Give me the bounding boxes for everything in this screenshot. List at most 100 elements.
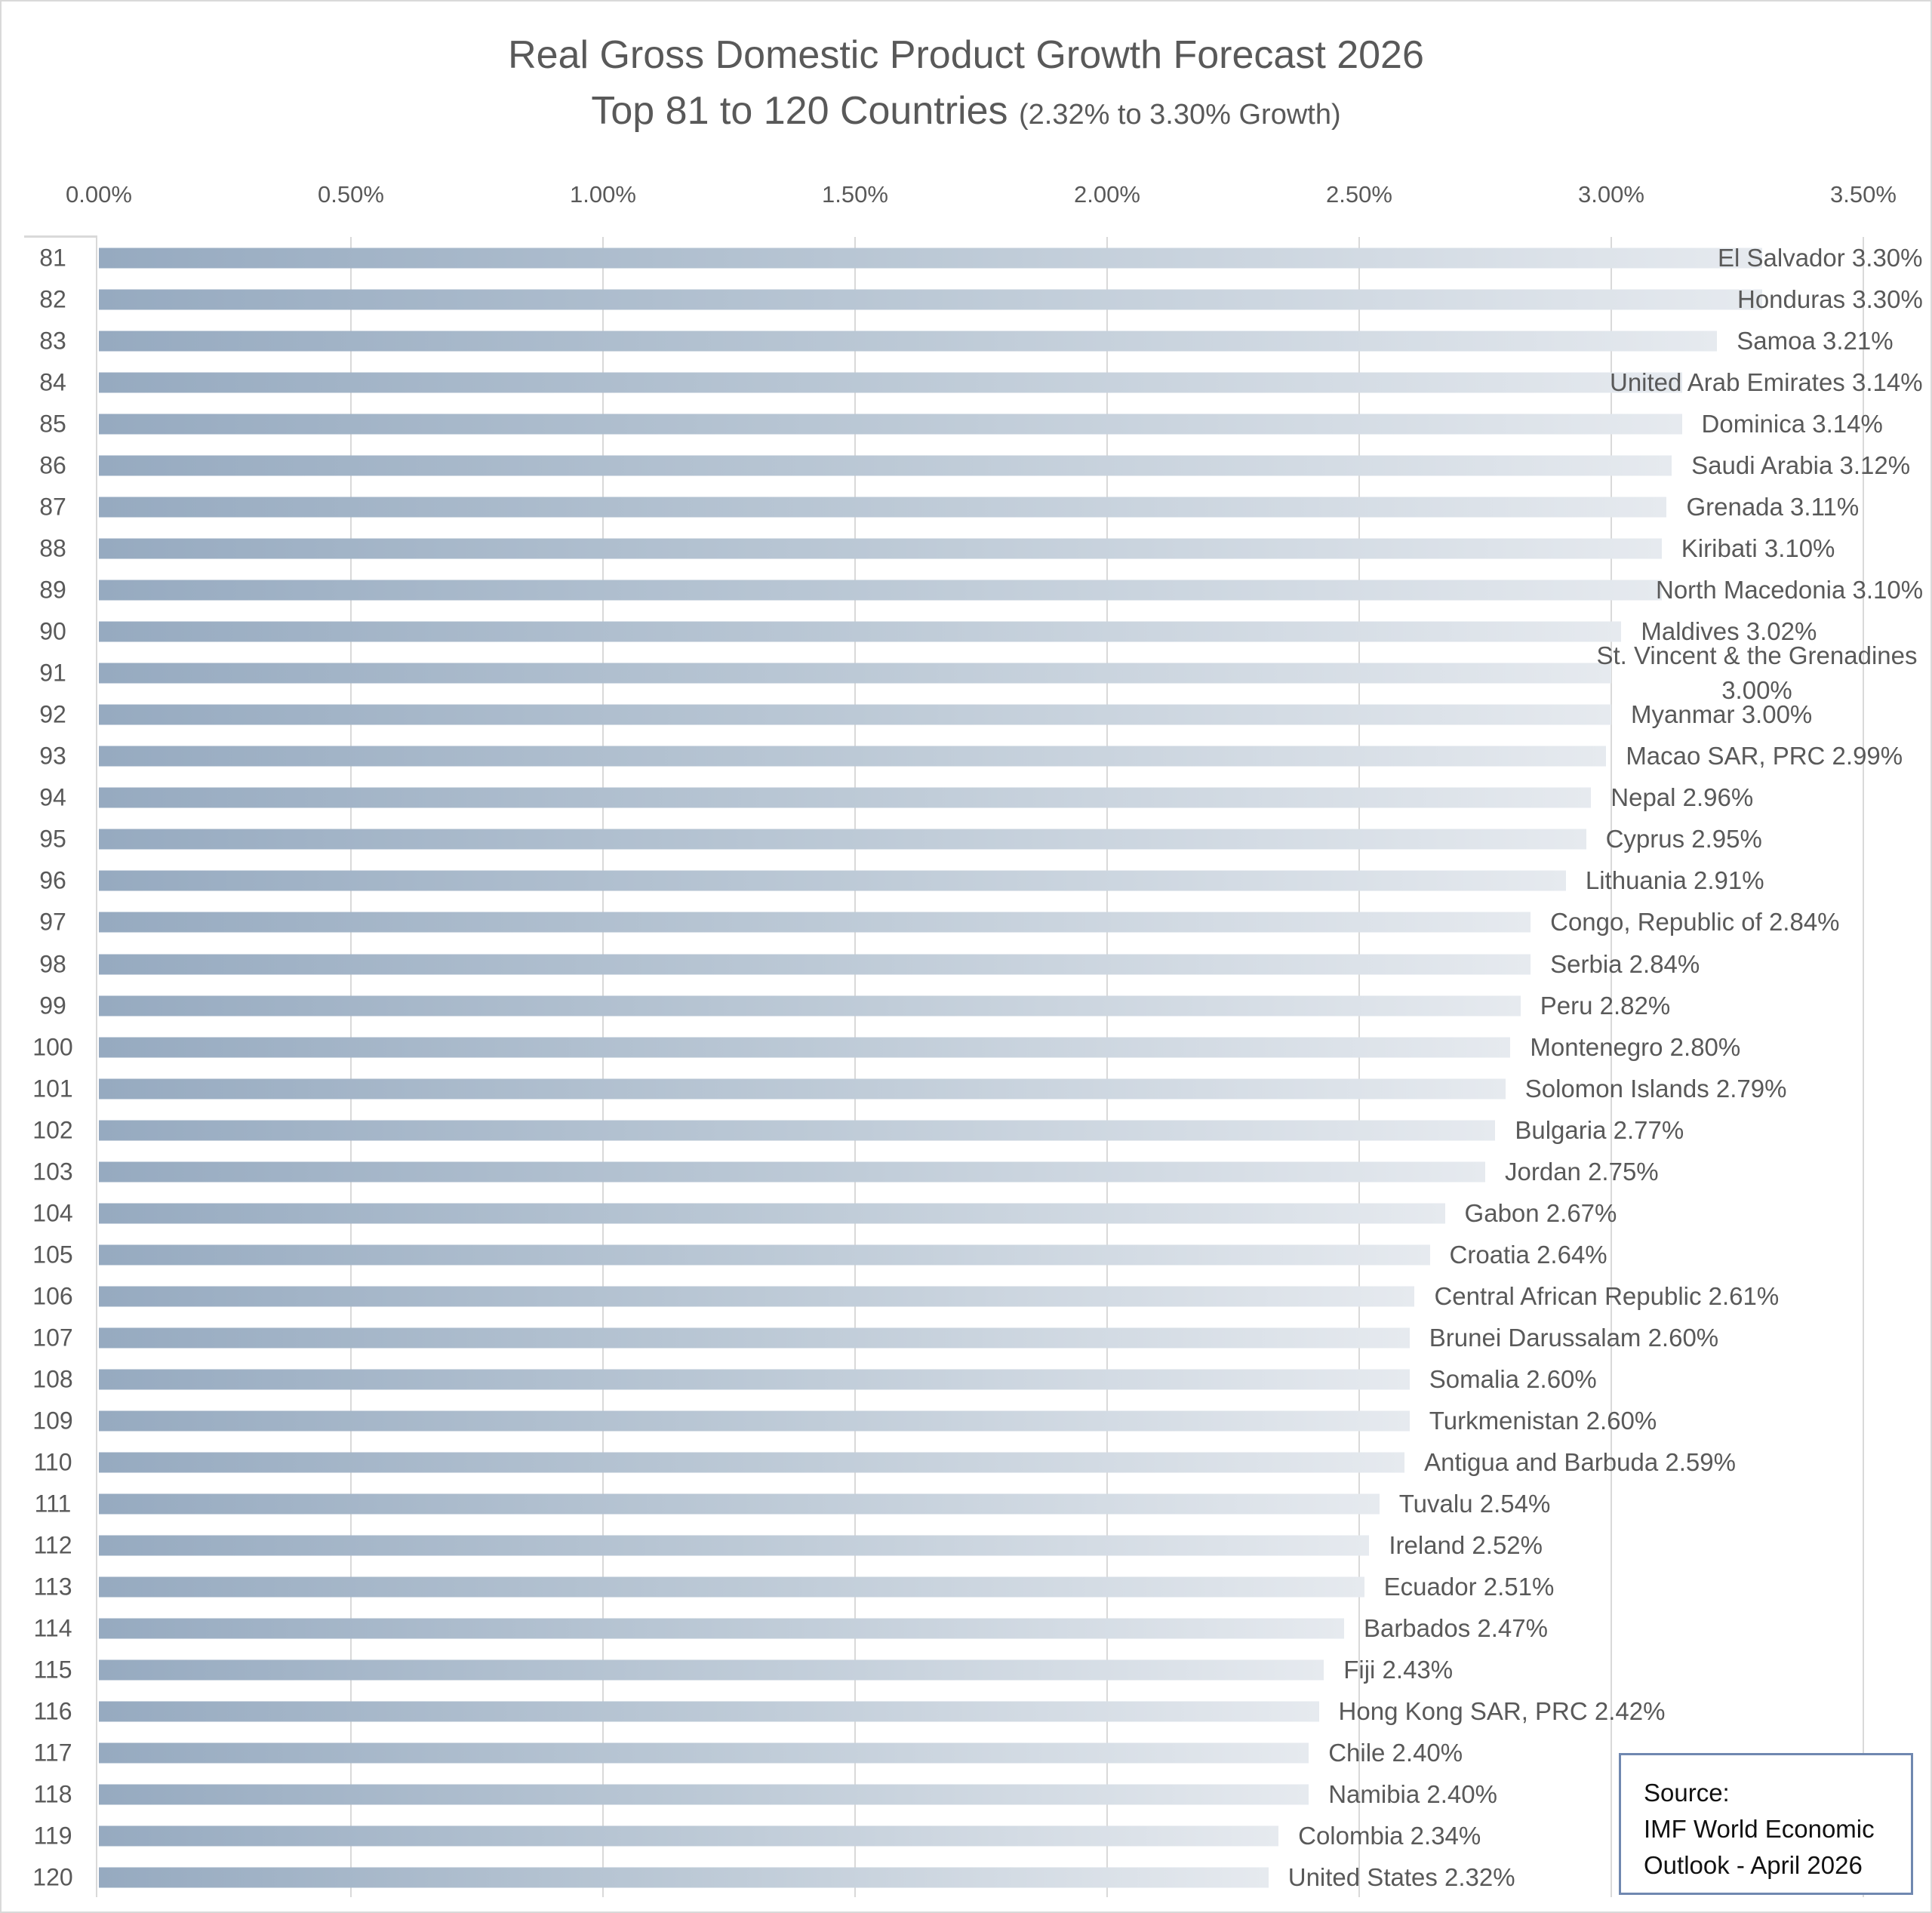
data-label: Macao SAR, PRC 2.99%	[1626, 742, 1903, 770]
bar	[99, 621, 1622, 642]
data-label: Lithuania 2.91%	[1585, 866, 1764, 895]
data-label: Namibia 2.40%	[1328, 1780, 1497, 1809]
chart-title: Real Gross Domestic Product Growth Forec…	[508, 33, 1424, 77]
data-label: Ireland 2.52%	[1389, 1530, 1543, 1559]
data-label: Peru 2.82%	[1540, 991, 1671, 1020]
bar	[99, 663, 1611, 684]
category-label: 85	[39, 410, 66, 438]
bar	[99, 580, 1662, 601]
category-label: 90	[39, 617, 66, 645]
data-label: Barbados 2.47%	[1363, 1613, 1548, 1642]
gridline	[1358, 237, 1360, 1897]
category-axis-top-line	[24, 235, 97, 238]
bar	[99, 1410, 1410, 1432]
bar	[99, 1535, 1370, 1556]
data-label: Kiribati 3.10%	[1681, 534, 1835, 563]
data-label: United Arab Emirates 3.14%	[1610, 368, 1923, 397]
x-tick-label: 1.50%	[822, 181, 888, 208]
bar	[99, 829, 1586, 850]
category-label: 88	[39, 534, 66, 562]
data-label: Grenada 3.11%	[1686, 493, 1860, 521]
gridline	[1611, 237, 1612, 1897]
category-label: 113	[33, 1573, 72, 1601]
bar	[99, 1659, 1324, 1681]
bar	[99, 1742, 1309, 1764]
data-label: Nepal 2.96%	[1611, 783, 1754, 812]
bar	[99, 1120, 1496, 1141]
bar	[99, 414, 1682, 435]
category-label: 120	[32, 1863, 73, 1891]
category-label: 96	[39, 866, 66, 894]
subtitle-note: (2.32% to 3.30% Growth)	[1018, 99, 1341, 131]
gridline	[350, 237, 352, 1897]
data-label: Colombia 2.34%	[1298, 1822, 1481, 1850]
bar	[99, 248, 1763, 269]
bar	[99, 331, 1718, 352]
bar	[99, 1203, 1445, 1224]
bar	[99, 289, 1763, 310]
data-label: Jordan 2.75%	[1505, 1157, 1659, 1186]
data-label: Bulgaria 2.77%	[1515, 1115, 1684, 1144]
category-label: 99	[39, 992, 66, 1020]
category-label: 116	[33, 1697, 72, 1725]
gridline	[854, 237, 856, 1897]
source-box: Source: IMF World Economic Outlook - Apr…	[1619, 1753, 1913, 1895]
data-label: Maldives 3.02%	[1641, 617, 1817, 646]
bar	[99, 455, 1672, 476]
data-label: Samoa 3.21%	[1737, 327, 1894, 355]
bar	[99, 1078, 1506, 1100]
data-label: Serbia 2.84%	[1550, 949, 1700, 978]
category-label: 92	[39, 700, 66, 728]
data-label: Gabon 2.67%	[1464, 1198, 1617, 1227]
category-label: 101	[32, 1075, 73, 1103]
data-label: Honduras 3.30%	[1737, 285, 1923, 314]
bar	[99, 704, 1611, 725]
category-label: 103	[32, 1158, 73, 1186]
data-label: Saudi Arabia 3.12%	[1691, 451, 1911, 480]
x-tick-label: 0.50%	[318, 181, 384, 208]
category-label: 104	[32, 1199, 73, 1227]
category-label: 100	[32, 1033, 73, 1061]
category-label: 102	[32, 1116, 73, 1144]
category-label: 83	[39, 327, 66, 355]
data-label: Tuvalu 2.54%	[1398, 1489, 1551, 1518]
chart-subtitle: Top 81 to 120 Countries (2.32% to 3.30% …	[0, 83, 1932, 143]
category-label: 107	[32, 1324, 73, 1352]
data-label: Antigua and Barbuda 2.59%	[1424, 1447, 1736, 1476]
bar	[99, 1161, 1485, 1183]
bar	[99, 1452, 1405, 1473]
bar	[99, 912, 1531, 933]
gridline	[1106, 237, 1108, 1897]
category-label: 108	[32, 1365, 73, 1393]
bar	[99, 1286, 1415, 1307]
bar	[99, 954, 1531, 974]
bar	[99, 1825, 1279, 1847]
bar	[99, 497, 1667, 518]
x-tick-label: 1.00%	[570, 181, 636, 208]
x-tick-label: 3.00%	[1578, 181, 1644, 208]
bar	[99, 787, 1592, 808]
data-label: St. Vincent & the Grenadines 3.00%	[1596, 641, 1918, 705]
subtitle-main: Top 81 to 120 Countries	[591, 89, 1008, 133]
category-label: 82	[39, 285, 66, 313]
category-axis-line	[96, 235, 97, 1897]
data-label: Turkmenistan 2.60%	[1429, 1406, 1657, 1435]
category-label: 94	[39, 783, 66, 811]
data-label: Brunei Darussalam 2.60%	[1429, 1323, 1719, 1352]
bar	[99, 1493, 1380, 1515]
data-label: Cyprus 2.95%	[1605, 825, 1762, 853]
x-tick-label: 0.00%	[66, 181, 132, 208]
category-label: 98	[39, 950, 66, 977]
gridline	[602, 237, 604, 1897]
category-label: 119	[33, 1822, 72, 1850]
x-tick-label: 2.00%	[1074, 181, 1140, 208]
bar	[99, 870, 1566, 891]
data-label: Dominica 3.14%	[1701, 410, 1883, 438]
category-label: 105	[32, 1241, 73, 1269]
category-label: 95	[39, 825, 66, 853]
category-label: 117	[33, 1739, 72, 1767]
category-label: 115	[33, 1656, 72, 1684]
bar	[99, 1244, 1430, 1266]
bar	[99, 1701, 1319, 1722]
category-label: 97	[39, 908, 66, 936]
